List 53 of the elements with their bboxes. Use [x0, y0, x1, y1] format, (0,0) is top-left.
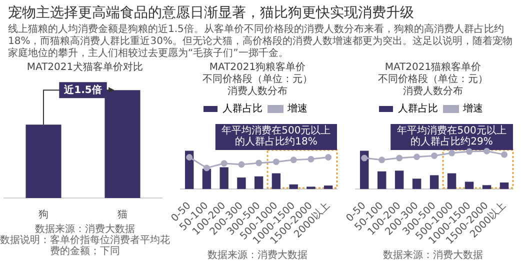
- bar: [500, 182, 509, 189]
- chart-title: MAT2021犬猫客单价对比: [26, 62, 144, 74]
- legend-label: 人群占比: [398, 102, 438, 115]
- point: [308, 156, 314, 162]
- chart-title: MAT2021狗粮客单价: [208, 62, 307, 74]
- legend-label: 增速: [286, 102, 308, 115]
- point: [448, 150, 456, 156]
- text: 宠物主选择更高端食品的意愿日渐显著，猫比狗更快实现消费升级: [8, 4, 415, 22]
- bar: [289, 184, 298, 189]
- x-tick-label: 狗: [38, 208, 48, 221]
- bar: [394, 170, 404, 189]
- bar: [377, 171, 386, 189]
- chart-title: MAT2021猫粮客单价: [384, 62, 482, 74]
- bar: [237, 178, 246, 189]
- bar: [220, 167, 228, 189]
- point: [414, 154, 420, 160]
- point: [396, 154, 403, 162]
- point: [203, 164, 210, 172]
- legend-label: 人群占比: [222, 102, 262, 115]
- text: 线上猫粮的人均消费金额是狗粮的近1.5倍。从客单价不同价格段的消费人数分布来看，狗粮的高消费人群占比约18%，而猫粮高消费人群比重近30%。但无论犬猫，高价格段的消费人数增速都更为突出。这足以说明，随着宠物家庭地位的攀升，主人们相较过去更愿为“毛孩子们”一掷千金。: [8, 24, 513, 60]
- text: 年平均消费在500元以上的人群占比约18%: [222, 124, 331, 148]
- bar: [272, 173, 281, 189]
- bar: [447, 173, 456, 189]
- bar: [430, 175, 439, 189]
- point: [431, 152, 438, 159]
- point: [238, 161, 245, 168]
- bar: [324, 186, 333, 189]
- source-note: 数据来源：消费大数据: [382, 250, 484, 261]
- bar: [464, 182, 474, 189]
- point: [290, 156, 297, 164]
- legend-label: 增速: [462, 102, 483, 115]
- point: [466, 148, 473, 155]
- text: 年平均消费在500元以上的人群占比约29%: [397, 124, 506, 148]
- x-tick-label: 猫: [118, 210, 128, 221]
- annotation: 近1.5倍: [63, 84, 102, 96]
- source-note: 数据来源：消费大数据: [34, 224, 135, 235]
- point: [256, 160, 262, 166]
- bar: [412, 178, 422, 189]
- chart-subtitle: 不同价格段（单位：元）消费人数分布: [377, 74, 489, 98]
- bar: [482, 185, 492, 189]
- source-note: 数据来源：消费大数据: [206, 250, 308, 261]
- point: [501, 151, 508, 158]
- text: 数据说明：客单价指每位消费者平均花费的金额；下同: [0, 235, 170, 257]
- chart-subtitle: 不同价格段（单位：元）消费人数分布: [202, 74, 314, 98]
- point: [186, 154, 193, 160]
- point: [361, 154, 368, 162]
- bar: [254, 176, 264, 189]
- point: [272, 158, 280, 166]
- point: [325, 154, 332, 160]
- bar: [202, 168, 212, 189]
- point: [484, 148, 490, 154]
- point: [378, 156, 386, 164]
- point: [220, 160, 228, 167]
